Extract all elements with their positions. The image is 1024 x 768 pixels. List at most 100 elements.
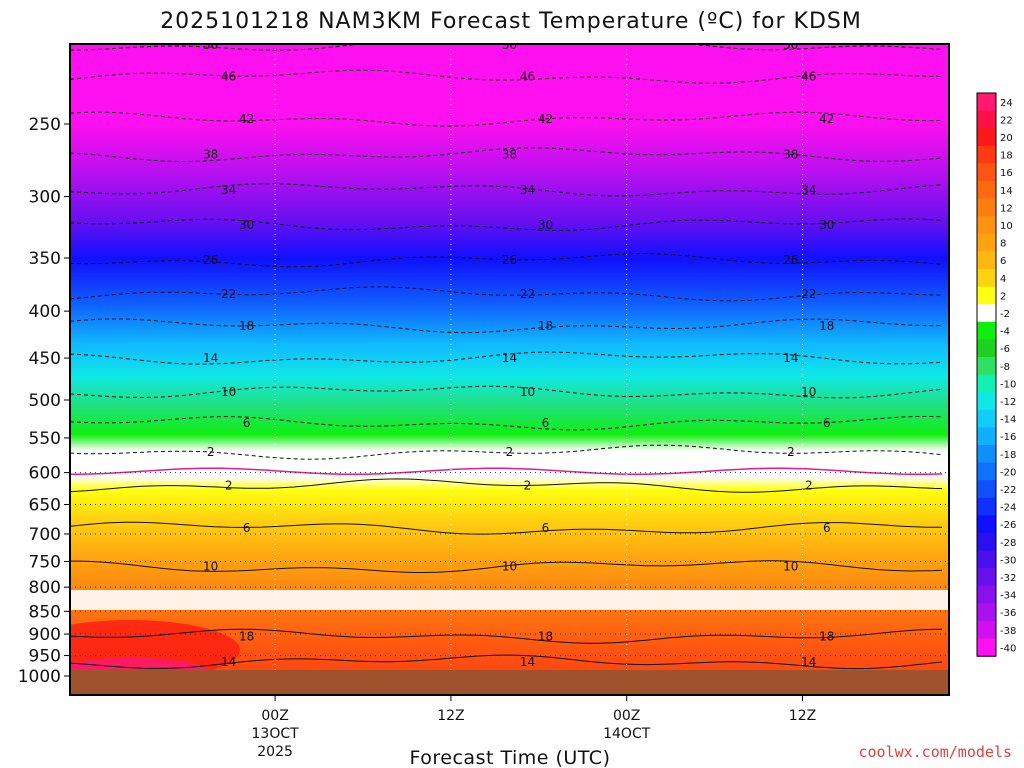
colorbar-cell	[977, 638, 996, 657]
colorbar-cell	[977, 533, 996, 552]
isotherm-label: 14	[502, 351, 517, 365]
colorbar-cell	[977, 480, 996, 499]
colorbar-cell	[977, 621, 996, 640]
isotherm-line	[70, 521, 942, 535]
isotherm-label: 34	[801, 183, 816, 197]
isotherm-label: 2	[207, 445, 215, 459]
isotherm-line	[70, 351, 943, 365]
y-tick-label: 600	[29, 464, 61, 484]
colorbar-label: -20	[1000, 467, 1016, 478]
colorbar-label: 22	[1000, 115, 1013, 126]
x-tick-label: 14OCT	[603, 726, 651, 742]
isotherm-label: 14	[783, 351, 798, 365]
isotherm-line	[70, 444, 943, 460]
isotherm-label: 38	[502, 148, 517, 162]
isotherm-label: 30	[819, 218, 834, 232]
isotherm-label: 38	[783, 148, 798, 162]
colorbar-label: -14	[1000, 415, 1016, 426]
colorbar-label: -4	[1000, 327, 1010, 338]
isotherm-line	[70, 111, 943, 127]
isotherm-label: 6	[243, 416, 251, 430]
colorbar-label: 24	[1000, 98, 1013, 109]
colorbar-cell	[977, 550, 996, 569]
colorbar-cell	[977, 269, 996, 288]
x-tick-label: 2025	[257, 744, 293, 760]
colorbar-cell	[977, 497, 996, 516]
isotherm-label: 6	[542, 416, 550, 430]
colorbar-cell	[977, 93, 996, 112]
colorbar-cell	[977, 233, 996, 252]
isotherm-label: 10	[801, 385, 816, 399]
colorbar-frame	[976, 92, 997, 657]
y-tick-label: 1000	[18, 667, 61, 687]
colorbar-cell	[977, 409, 996, 428]
y-tick-label: 950	[29, 647, 61, 667]
isotherm-label: 6	[243, 521, 251, 535]
y-tick-label: 700	[29, 525, 61, 545]
colorbar-cell	[977, 374, 996, 393]
colorbar-cell	[977, 286, 996, 305]
isotherm-label: 18	[819, 319, 834, 333]
colorbar-label: 2	[1000, 291, 1006, 302]
colorbar-cell	[977, 445, 996, 464]
colorbar-cell	[977, 216, 996, 235]
isotherm-label: 10	[203, 560, 218, 574]
isotherm-line	[70, 318, 943, 334]
isotherm-line	[70, 69, 943, 84]
colorbar-cell	[977, 321, 996, 340]
isotherm-label: 50	[783, 38, 798, 52]
x-tick-label: 00Z	[261, 708, 288, 724]
y-tick-label: 250	[29, 115, 61, 135]
colorbar-cell	[977, 603, 996, 622]
colorbar-cell	[977, 392, 996, 411]
y-tick-label: 350	[29, 249, 61, 269]
isotherm-label: 46	[801, 70, 816, 84]
colorbar-cell	[977, 585, 996, 604]
credit-link[interactable]: coolwx.com/models	[858, 743, 1012, 761]
colorbar-cell	[977, 568, 996, 587]
x-axis-label: Forecast Time (UTC)	[410, 747, 611, 768]
colorbar-cell	[977, 357, 996, 376]
isotherm-label: 10	[221, 385, 236, 399]
isotherm-label: 22	[801, 287, 816, 301]
isotherm-label: 22	[221, 287, 236, 301]
colorbar-cell	[977, 304, 996, 323]
zero-degree-line	[70, 467, 943, 476]
isotherm-label: 18	[538, 629, 553, 643]
colorbar-label: 8	[1000, 239, 1006, 250]
colorbar-label: 4	[1000, 274, 1006, 285]
isotherm-label: 22	[520, 287, 535, 301]
colorbar-label: 10	[1000, 221, 1013, 232]
isotherm-label: 38	[203, 148, 218, 162]
isotherm-label: 26	[502, 253, 517, 267]
isotherm-label: 42	[819, 112, 834, 126]
isotherm-line	[70, 253, 943, 268]
isotherm-line	[70, 147, 943, 162]
isotherm-line	[70, 628, 942, 644]
colorbar-label: -8	[1000, 362, 1010, 373]
y-tick-label: 900	[29, 625, 61, 645]
y-tick-label: 800	[29, 578, 61, 598]
y-tick-label: 650	[29, 495, 61, 515]
colorbar-label: -2	[1000, 309, 1010, 320]
isotherm-label: 46	[221, 70, 236, 84]
colorbar-label: 14	[1000, 186, 1013, 197]
isotherm-label: 42	[538, 112, 553, 126]
colorbar-label: -40	[1000, 643, 1016, 654]
isotherm-label: 10	[520, 385, 535, 399]
y-tick-label: 550	[29, 429, 61, 449]
isotherm-line	[70, 560, 943, 573]
isotherm-label: 18	[819, 629, 834, 643]
isotherm-label: 2	[225, 479, 233, 493]
colorbar-cell	[977, 251, 996, 270]
colorbar-label: 20	[1000, 133, 1013, 144]
colorbar-label: -12	[1000, 397, 1016, 408]
y-tick-label: 450	[29, 349, 61, 369]
chart-title: 2025101218 NAM3KM Forecast Temperature (…	[160, 9, 862, 34]
isotherm-line	[70, 654, 943, 670]
colorbar-label: 12	[1000, 203, 1013, 214]
colorbar: 24 22 20 18 16 14 12 10 8 6 4 2 -2 -4 -6 -8 -10 -12 -14 -16…	[976, 92, 1016, 657]
colorbar-label: -22	[1000, 485, 1016, 496]
